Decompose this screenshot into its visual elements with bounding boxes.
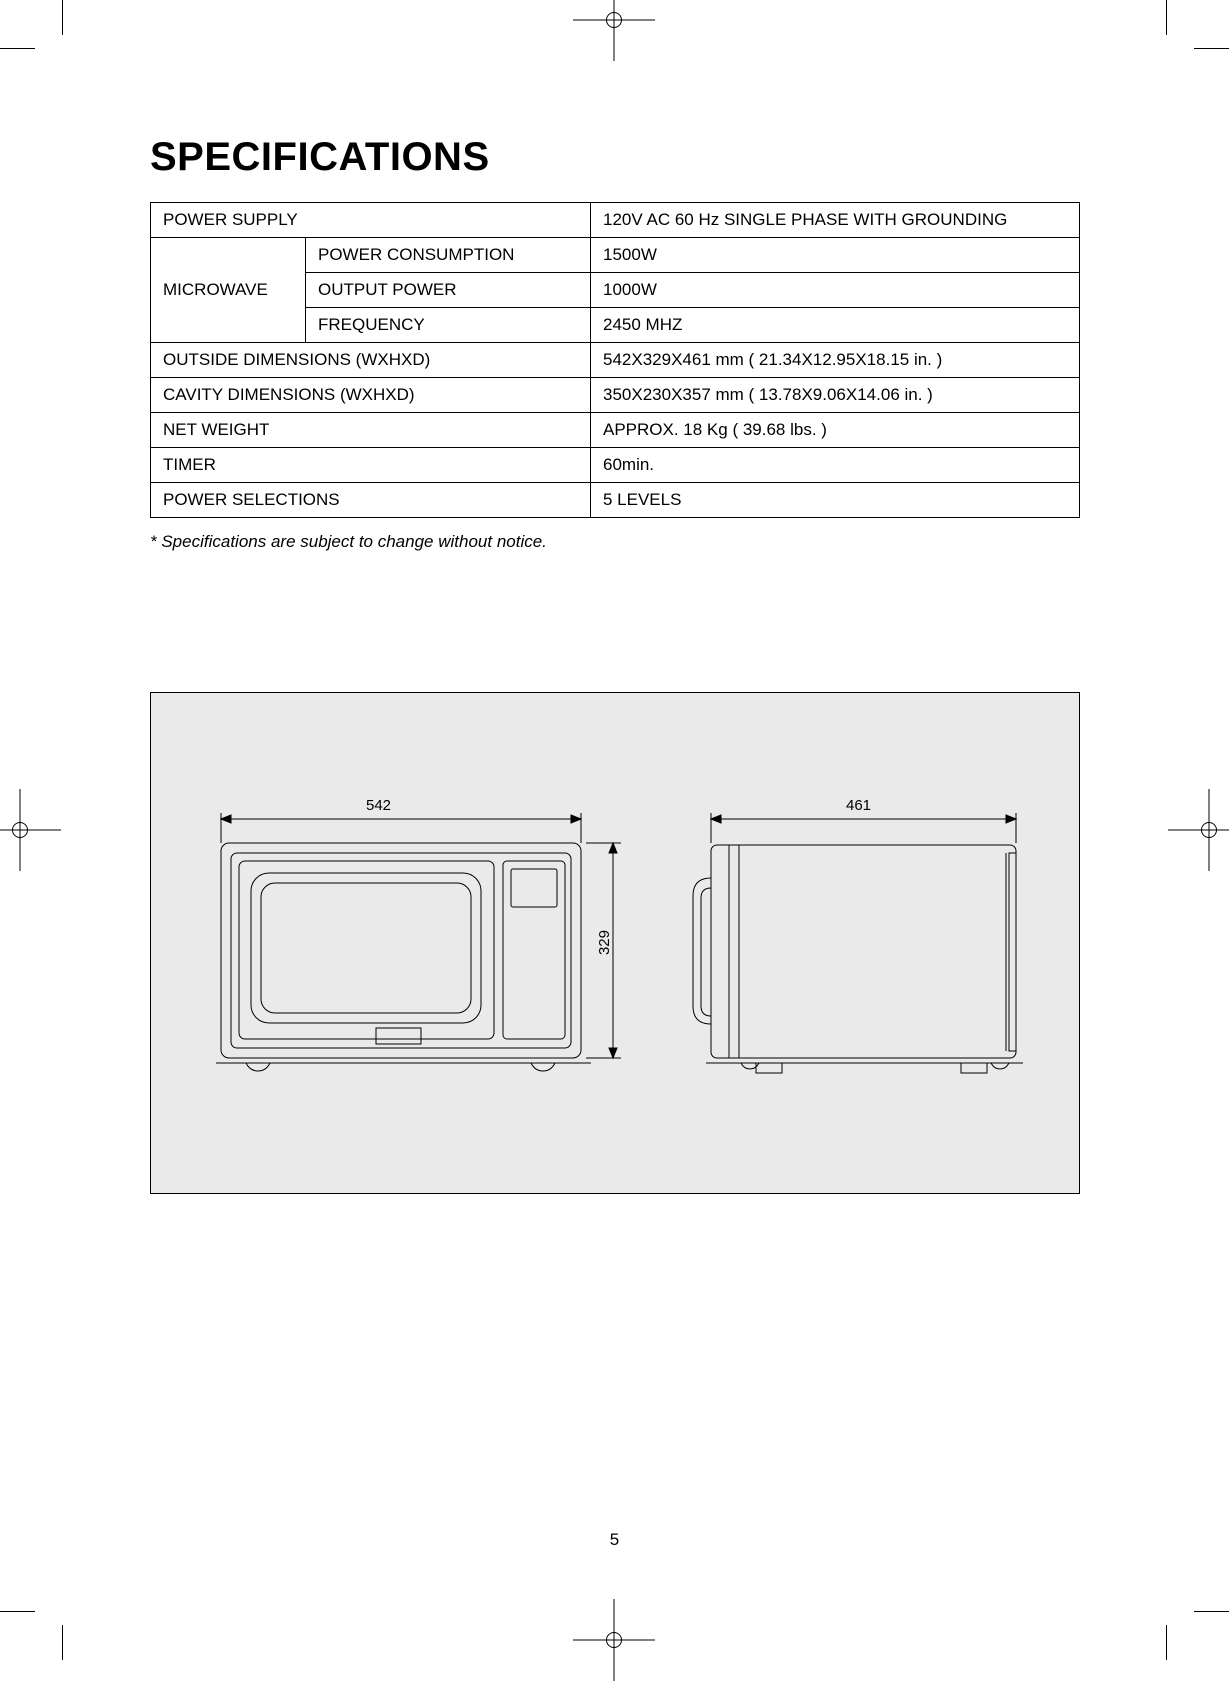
cell-label: OUTPUT POWER bbox=[306, 273, 591, 308]
cell-label: TIMER bbox=[151, 448, 591, 483]
cell-label: NET WEIGHT bbox=[151, 413, 591, 448]
cell-value: 1000W bbox=[591, 273, 1080, 308]
content-area: SPECIFICATIONS POWER SUPPLY 120V AC 60 H… bbox=[150, 135, 1080, 1194]
table-row: CAVITY DIMENSIONS (WXHXD) 350X230X357 mm… bbox=[151, 378, 1080, 413]
registration-mark-icon bbox=[601, 7, 627, 33]
table-row: TIMER 60min. bbox=[151, 448, 1080, 483]
specifications-table: POWER SUPPLY 120V AC 60 Hz SINGLE PHASE … bbox=[150, 202, 1080, 518]
crop-mark bbox=[62, 1625, 63, 1660]
table-row: POWER SUPPLY 120V AC 60 Hz SINGLE PHASE … bbox=[151, 203, 1080, 238]
cell-value: 350X230X357 mm ( 13.78X9.06X14.06 in. ) bbox=[591, 378, 1080, 413]
table-row: MICROWAVE POWER CONSUMPTION 1500W bbox=[151, 238, 1080, 273]
crop-mark bbox=[1166, 1625, 1167, 1660]
registration-mark-icon bbox=[7, 817, 33, 843]
table-row: POWER SELECTIONS 5 LEVELS bbox=[151, 483, 1080, 518]
page: SPECIFICATIONS POWER SUPPLY 120V AC 60 H… bbox=[0, 0, 1229, 1660]
footnote: * Specifications are subject to change w… bbox=[150, 532, 1080, 552]
table-row: OUTSIDE DIMENSIONS (WXHXD) 542X329X461 m… bbox=[151, 343, 1080, 378]
table-row: NET WEIGHT APPROX. 18 Kg ( 39.68 lbs. ) bbox=[151, 413, 1080, 448]
cell-label: POWER CONSUMPTION bbox=[306, 238, 591, 273]
cell-label: POWER SUPPLY bbox=[151, 203, 591, 238]
page-number: 5 bbox=[0, 1530, 1229, 1550]
cell-value: 60min. bbox=[591, 448, 1080, 483]
cell-value: 2450 MHZ bbox=[591, 308, 1080, 343]
microwave-line-drawing-icon bbox=[191, 783, 1041, 1143]
crop-mark bbox=[1166, 0, 1167, 35]
cell-label: MICROWAVE bbox=[151, 238, 306, 343]
cell-label: OUTSIDE DIMENSIONS (WXHXD) bbox=[151, 343, 591, 378]
crop-mark bbox=[62, 0, 63, 35]
cell-value: 120V AC 60 Hz SINGLE PHASE WITH GROUNDIN… bbox=[591, 203, 1080, 238]
page-title: SPECIFICATIONS bbox=[150, 135, 1080, 180]
crop-mark bbox=[1194, 1611, 1229, 1612]
registration-mark-icon bbox=[601, 1627, 627, 1653]
registration-mark-icon bbox=[1196, 817, 1222, 843]
crop-mark bbox=[0, 1611, 35, 1612]
cell-value: 1500W bbox=[591, 238, 1080, 273]
crop-mark bbox=[0, 48, 35, 49]
cell-value: 542X329X461 mm ( 21.34X12.95X18.15 in. ) bbox=[591, 343, 1080, 378]
cell-label: FREQUENCY bbox=[306, 308, 591, 343]
dimension-diagram: 542 461 329 bbox=[150, 692, 1080, 1194]
cell-value: 5 LEVELS bbox=[591, 483, 1080, 518]
crop-mark bbox=[1194, 48, 1229, 49]
cell-label: CAVITY DIMENSIONS (WXHXD) bbox=[151, 378, 591, 413]
cell-label: POWER SELECTIONS bbox=[151, 483, 591, 518]
cell-value: APPROX. 18 Kg ( 39.68 lbs. ) bbox=[591, 413, 1080, 448]
